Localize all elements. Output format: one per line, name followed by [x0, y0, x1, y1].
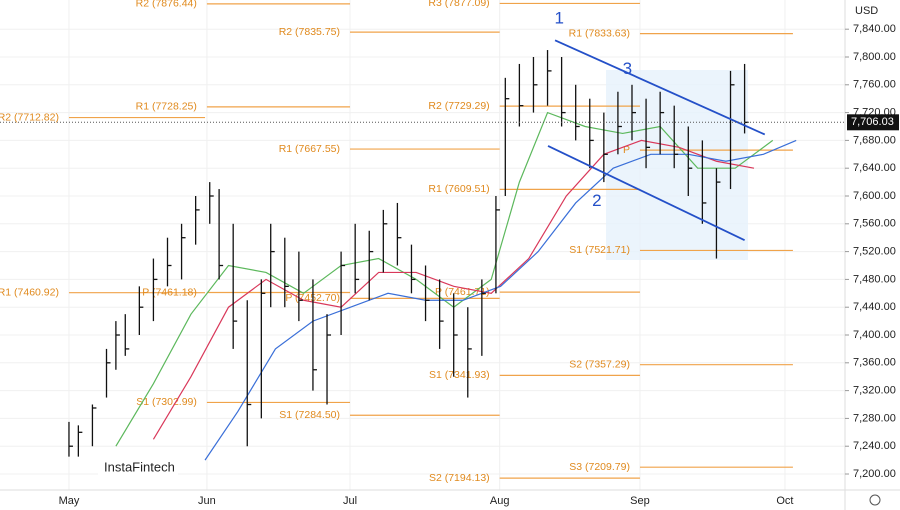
y-tick-label: 7,600.00 — [853, 190, 896, 202]
wave-label: 3 — [623, 59, 632, 78]
pivot-label: S1 (7521.71) — [569, 244, 630, 256]
y-tick-label: 7,280.00 — [853, 412, 896, 424]
settings-icon[interactable] — [869, 494, 881, 506]
y-tick-label: 7,440.00 — [853, 301, 896, 313]
wave-label: 1 — [555, 8, 564, 27]
pivot-label: R2 (7712.82) — [0, 111, 59, 123]
pivot-label: P — [623, 144, 630, 156]
x-tick-label: May — [59, 495, 80, 507]
y-tick-label: 7,640.00 — [853, 162, 896, 174]
currency[interactable]: USD — [855, 5, 878, 17]
pivot-label: R1 (7609.51) — [428, 183, 489, 195]
y-tick-label: 7,560.00 — [853, 218, 896, 230]
volume-profile-area — [606, 70, 748, 260]
y-tick-label: 7,680.00 — [853, 134, 896, 146]
pivot-label: R2 (7876.44) — [136, 0, 197, 10]
pivot-label: S2 (7357.29) — [569, 358, 630, 370]
pivot-label: R1 (7460.92) — [0, 286, 59, 298]
x-tick-label: Sep — [630, 495, 650, 507]
y-tick-label: 7,240.00 — [853, 440, 896, 452]
y-tick-label: 7,760.00 — [853, 79, 896, 91]
y-tick-label: 7,320.00 — [853, 385, 896, 397]
x-tick-label: Aug — [490, 495, 510, 507]
pivot-label: R1 (7667.55) — [279, 143, 340, 155]
x-tick-label: Jun — [198, 495, 216, 507]
y-tick-label: 7,840.00 — [853, 23, 896, 35]
y-tick-label: 7,520.00 — [853, 246, 896, 258]
pivot-label: R1 (7728.25) — [136, 101, 197, 113]
x-tick-label: Jul — [343, 495, 357, 507]
pivot-label: S1 (7341.93) — [429, 369, 490, 381]
last-price-label: 7,706.03 — [851, 116, 894, 128]
pivot-label: R3 (7877.09) — [428, 0, 489, 9]
y-tick-label: 7,800.00 — [853, 51, 896, 63]
y-tick-label: 7,480.00 — [853, 273, 896, 285]
last-price-box — [847, 114, 899, 131]
moving-average — [152, 139, 755, 440]
pivot-label: R2 (7729.29) — [428, 100, 489, 112]
y-tick-label: 7,360.00 — [853, 357, 896, 369]
pivot-label: R1 (7833.63) — [569, 27, 630, 39]
y-tick-label: 7,400.00 — [853, 329, 896, 341]
channel-line — [554, 39, 766, 136]
logo: InstaFintech — [104, 459, 175, 474]
pivot-label: R2 (7835.75) — [279, 26, 340, 38]
channel-line — [547, 145, 745, 241]
pivot-label: S3 (7209.79) — [569, 461, 630, 473]
moving-average — [204, 139, 797, 461]
wave-label: 2 — [592, 191, 601, 210]
x-tick-label: Oct — [776, 495, 793, 507]
logo-box — [98, 455, 178, 481]
pivot-label: P (7461.18) — [142, 286, 197, 298]
pivot-label: S2 (7194.13) — [429, 472, 490, 484]
pivot-label: S1 (7284.50) — [279, 409, 340, 421]
pivot-label: S1 (7302.99) — [136, 396, 197, 408]
y-tick-label: 7,200.00 — [853, 468, 896, 480]
